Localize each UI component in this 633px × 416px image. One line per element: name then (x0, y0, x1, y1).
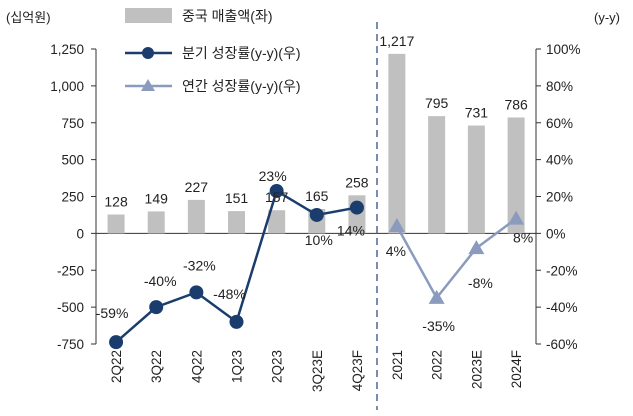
right-tick-label: 80% (546, 79, 573, 94)
growth-lines (109, 183, 525, 350)
annual-growth-label: -35% (422, 318, 455, 334)
annual-growth-label: -8% (468, 275, 493, 291)
quarterly-category-label: 3Q23E (310, 350, 325, 392)
annual-growth-label: 4% (386, 243, 406, 259)
right-tick-label: 100% (546, 42, 581, 57)
quarterly-growth-point (149, 300, 164, 315)
quarterly-growth-label: 10% (305, 232, 333, 248)
left-tick-label: 1,000 (50, 79, 84, 94)
annual-sales-bar (388, 53, 406, 234)
right-axis-unit: (y-y) (594, 10, 620, 25)
right-tick-label: 40% (546, 153, 573, 168)
left-axis-unit: (십억원) (6, 10, 51, 25)
quarterly-growth-label: -40% (144, 273, 177, 289)
annual-growth-point (508, 210, 525, 225)
quarterly-growth-point (109, 335, 124, 350)
legend-quarterly-label: 분기 성장률(y-y)(우) (182, 45, 300, 61)
left-tick-label: -250 (57, 263, 84, 278)
quarterly-sales-bar (268, 210, 286, 234)
quarterly-category-label: 4Q22 (189, 350, 204, 383)
right-tick-label: -40% (546, 300, 578, 315)
annual-growth-point (428, 289, 445, 304)
left-tick-label: 0 (76, 226, 84, 241)
quarterly-sales-label: 157 (265, 189, 289, 205)
quarterly-category-label: 2Q22 (109, 350, 124, 383)
annual-category-label: 2023E (469, 350, 484, 389)
quarterly-growth-point (309, 207, 324, 222)
quarterly-growth-point (229, 314, 244, 329)
quarterly-category-label: 3Q22 (149, 350, 164, 383)
annual-category-label: 2022 (430, 350, 445, 380)
quarterly-sales-label: 258 (345, 174, 369, 190)
right-tick-label: 0% (546, 226, 566, 241)
annual-sales-label: 731 (465, 105, 489, 121)
annual-growth-point (468, 240, 485, 255)
left-tick-label: -500 (57, 300, 84, 315)
right-tick-label: -20% (546, 263, 578, 278)
annual-sales-label: 795 (425, 95, 449, 111)
annual-sales-label: 1,217 (379, 33, 414, 49)
annual-growth-label: 8% (513, 230, 533, 246)
left-tick-label: 500 (61, 153, 84, 168)
quarterly-category-label: 4Q23F (350, 350, 365, 391)
quarterly-growth-label: -32% (183, 257, 216, 273)
annual-sales-label: 786 (504, 96, 528, 112)
quarterly-sales-bar (107, 214, 125, 234)
quarterly-growth-point (189, 285, 204, 300)
quarterly-growth-label: -59% (96, 305, 129, 321)
axes: -750 -500 -250 0 250 500 750 1,000 1,250 -60% -40%… (50, 22, 581, 410)
sales-bars (107, 53, 525, 234)
quarterly-category-label: 1Q23 (230, 350, 245, 383)
legend-bar-label: 중국 매출액(좌) (182, 8, 273, 24)
quarterly-sales-label: 165 (305, 188, 329, 204)
quarterly-growth-point (349, 200, 364, 215)
quarterly-growth-label: 14% (337, 223, 365, 239)
left-tick-label: -750 (57, 337, 84, 352)
quarterly-category-label: 2Q23 (270, 350, 285, 383)
quarterly-growth-label: -48% (213, 286, 246, 302)
legend-bar-swatch (125, 8, 172, 23)
annual-sales-bar (428, 116, 446, 234)
right-tick-label: -60% (546, 337, 578, 352)
legend-annual-marker (141, 79, 155, 91)
annual-sales-bar (467, 125, 485, 234)
quarterly-sales-bar (147, 211, 165, 234)
quarterly-sales-label: 227 (185, 179, 209, 195)
annual-sales-bar (507, 117, 525, 234)
annual-growth-point (388, 218, 405, 232)
annual-category-label: 2021 (390, 350, 405, 380)
right-tick-label: 60% (546, 116, 573, 131)
annual-category-label: 2024F (509, 350, 524, 388)
legend: 중국 매출액(좌) 분기 성장률(y-y)(우) 연간 성장률(y-y)(우) (125, 8, 300, 94)
quarterly-sales-bar (187, 199, 205, 234)
legend-quarterly-marker (142, 47, 154, 59)
quarterly-growth-point (269, 183, 284, 198)
annual-growth-line (395, 217, 517, 301)
quarterly-sales-label: 149 (145, 190, 169, 206)
quarterly-sales-label: 151 (225, 190, 249, 206)
left-tick-label: 750 (61, 116, 84, 131)
quarterly-sales-label: 128 (104, 193, 128, 209)
left-tick-label: 250 (61, 190, 84, 205)
right-tick-label: 20% (546, 190, 573, 205)
left-tick-label: 1,250 (50, 42, 84, 57)
quarterly-sales-bar (228, 211, 245, 234)
legend-annual-label: 연간 성장률(y-y)(우) (182, 78, 300, 94)
quarterly-growth-label: 23% (259, 168, 287, 184)
